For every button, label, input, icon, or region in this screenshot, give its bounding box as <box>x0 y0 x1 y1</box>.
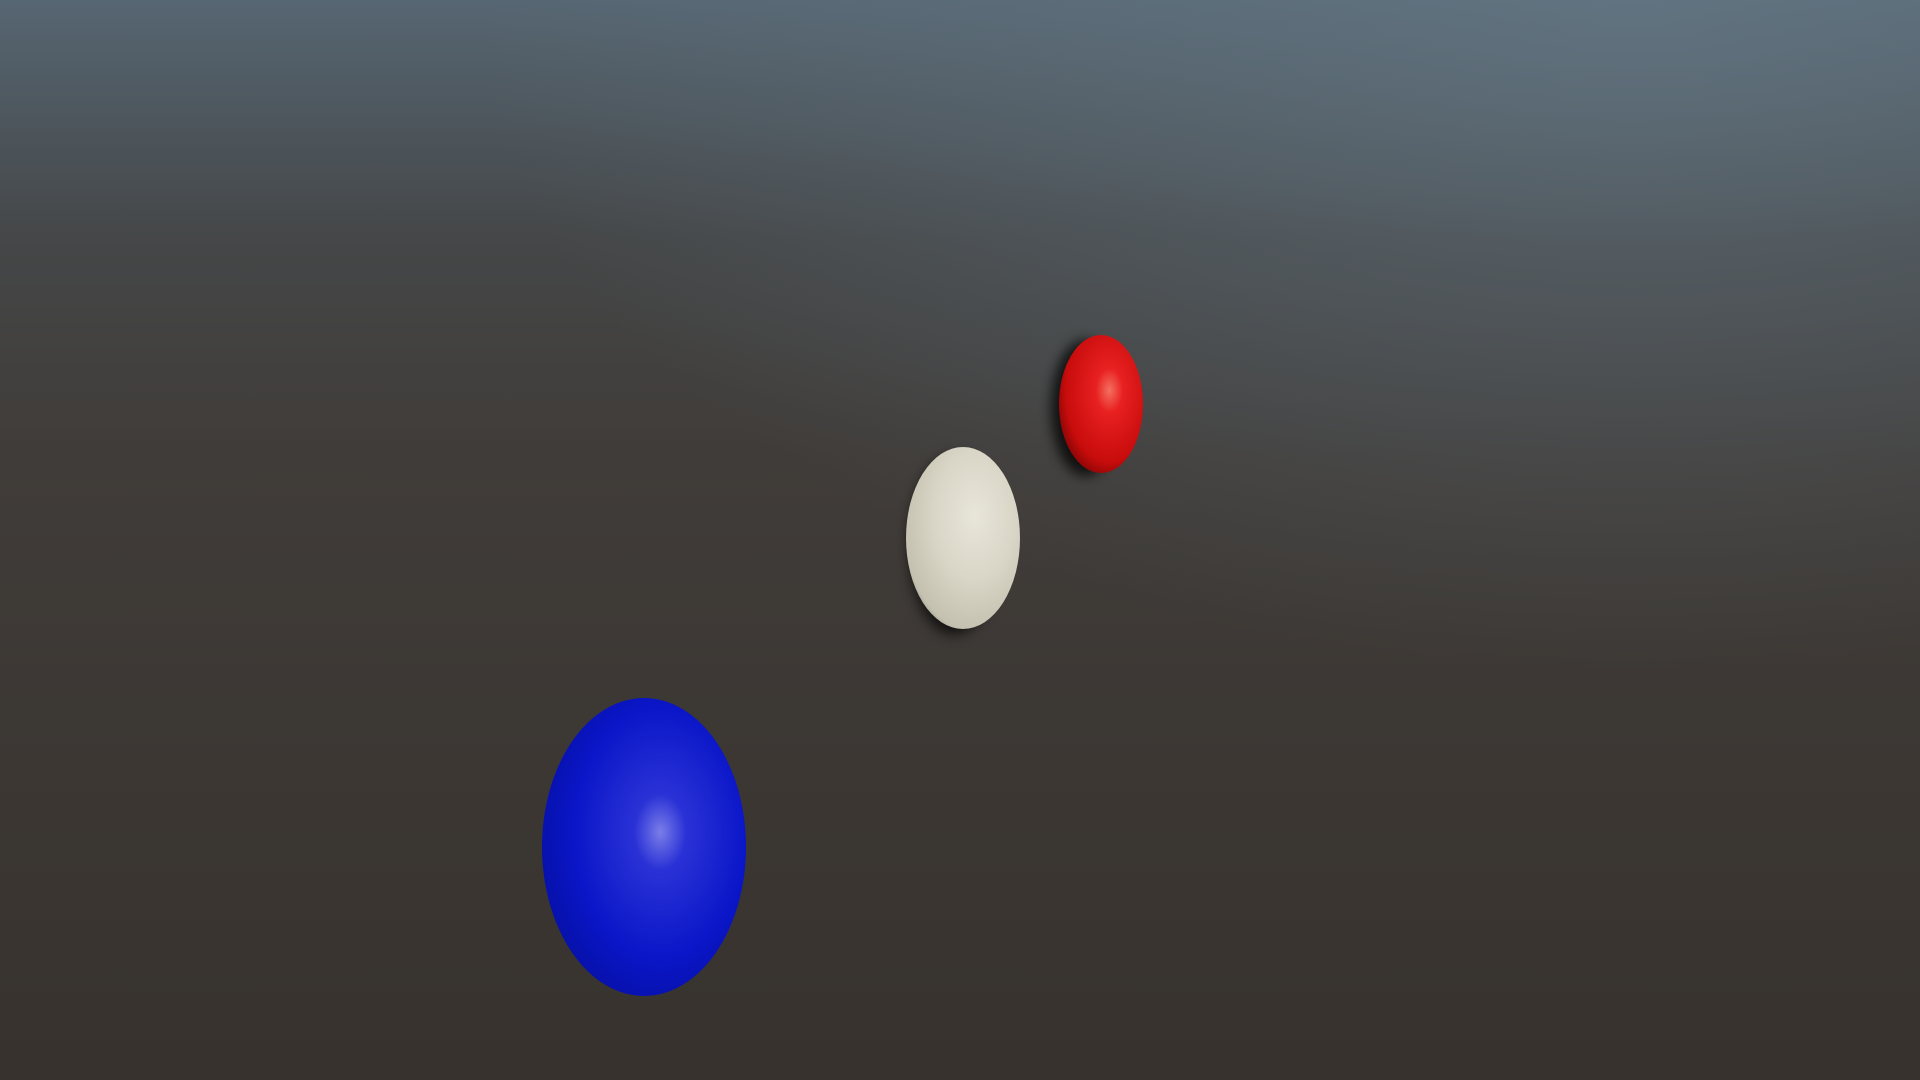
red-ellipsoid[interactable] <box>1059 335 1143 473</box>
blue-ellipsoid[interactable] <box>542 698 746 996</box>
white-ellipsoid[interactable] <box>906 447 1020 629</box>
